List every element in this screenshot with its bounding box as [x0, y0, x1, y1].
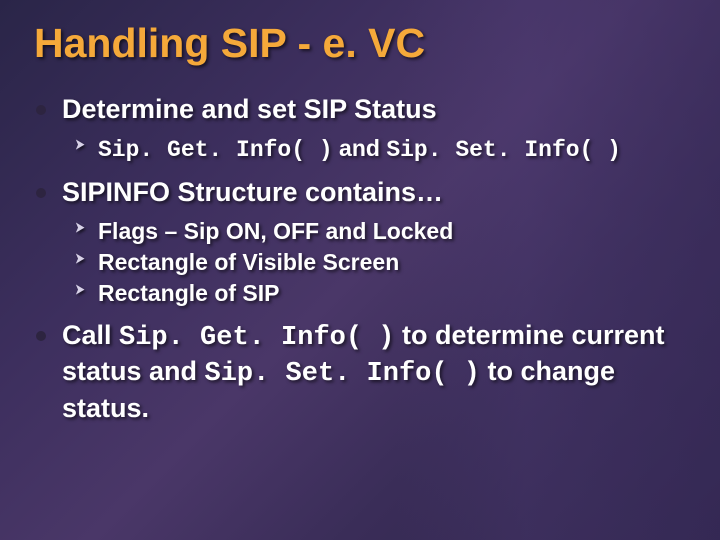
- text-run: and: [333, 135, 387, 161]
- text-run: Rectangle of SIP: [98, 280, 279, 306]
- bullet-text: Determine and set SIP Status: [62, 94, 437, 124]
- bullet-item: Determine and set SIP Status Sip. Get. In…: [34, 93, 686, 166]
- text-run: Flags – Sip ON, OFF and Locked: [98, 218, 453, 244]
- bullet-text: SIPINFO Structure contains…: [62, 177, 443, 207]
- text-run: Rectangle of Visible Screen: [98, 249, 399, 275]
- sub-bullet-item: Rectangle of SIP: [62, 278, 686, 309]
- sub-bullet-item: Sip. Get. Info( ) and Sip. Set. Info( ): [62, 133, 686, 166]
- bullet-list: Determine and set SIP Status Sip. Get. In…: [34, 93, 686, 426]
- code-text: Sip. Get. Info( ): [119, 323, 394, 353]
- sub-bullet-item: Flags – Sip ON, OFF and Locked: [62, 216, 686, 247]
- slide: Handling SIP - e. VC Determine and set S…: [0, 0, 720, 540]
- slide-title: Handling SIP - e. VC: [34, 20, 686, 67]
- text-run: Call: [62, 320, 119, 350]
- code-text: Sip. Set. Info( ): [205, 359, 480, 389]
- bullet-item: Call Sip. Get. Info( ) to determine curr…: [34, 319, 686, 426]
- bullet-item: SIPINFO Structure contains… Flags – Sip O…: [34, 176, 686, 309]
- sub-bullet-list: Flags – Sip ON, OFF and Locked Rectangle …: [62, 216, 686, 309]
- code-text: Sip. Set. Info( ): [386, 137, 621, 163]
- sub-bullet-item: Rectangle of Visible Screen: [62, 247, 686, 278]
- code-text: Sip. Get. Info( ): [98, 137, 333, 163]
- sub-bullet-list: Sip. Get. Info( ) and Sip. Set. Info( ): [62, 133, 686, 166]
